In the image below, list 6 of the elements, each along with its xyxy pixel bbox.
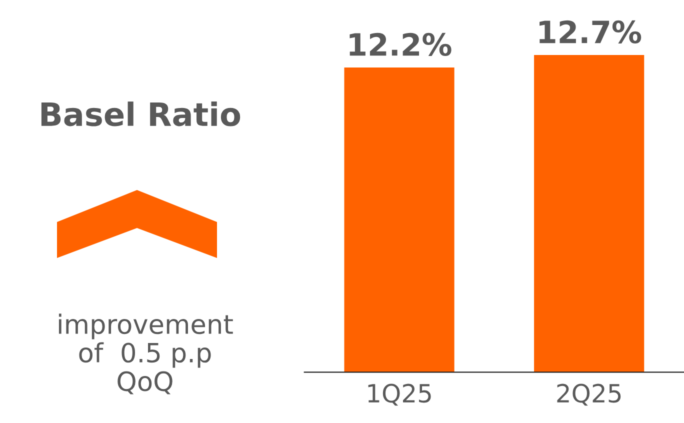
x-tick-label: 1Q25 [368,384,431,406]
data-label: 12.7% [540,20,642,44]
text: improvement of 0.5 p.p QoQ [58,314,233,394]
x-tick-label: 2Q25 [557,384,621,406]
data-label: 12.2% [350,32,452,56]
text: Basel Ratio [41,102,240,126]
